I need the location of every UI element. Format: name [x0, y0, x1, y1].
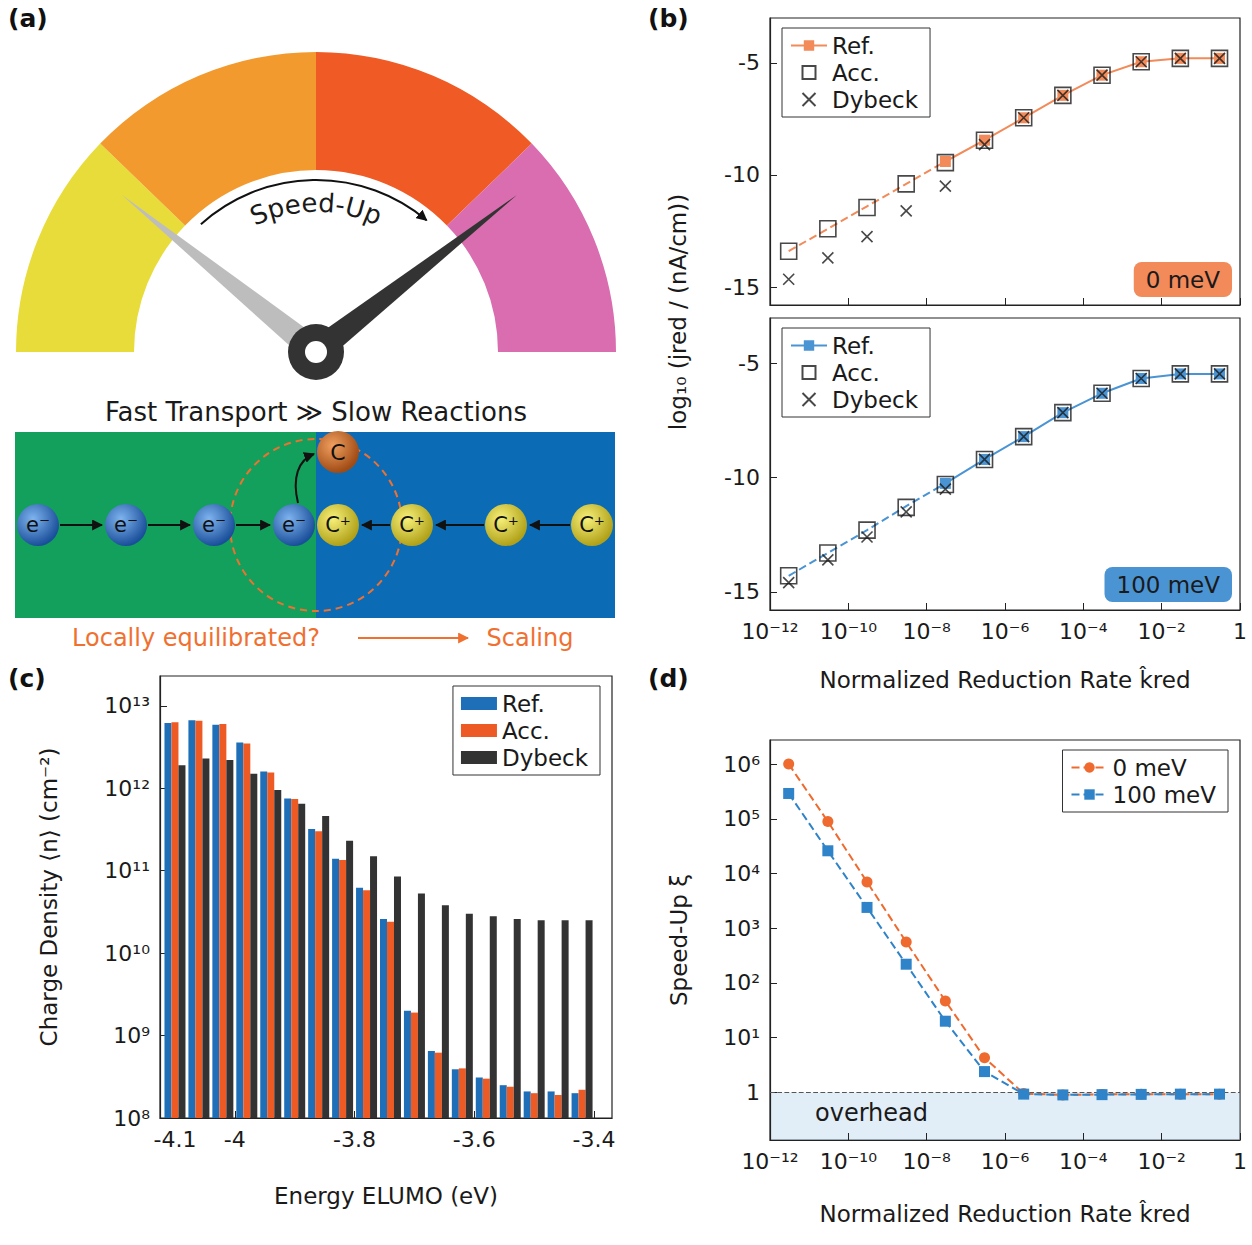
svg-text:-3.6: -3.6: [453, 1127, 496, 1152]
svg-text:Locally equilibrated?: Locally equilibrated?: [72, 624, 320, 652]
svg-text:-3.4: -3.4: [573, 1127, 616, 1152]
svg-text:10⁶: 10⁶: [723, 752, 760, 777]
svg-text:C⁺: C⁺: [579, 513, 605, 537]
svg-text:1: 1: [1233, 619, 1247, 644]
svg-text:Speed-Up ξ: Speed-Up ξ: [666, 874, 692, 1006]
svg-text:C: C: [330, 440, 345, 465]
svg-text:10³: 10³: [723, 916, 760, 941]
svg-text:Fast Transport ≫ Slow Reaction: Fast Transport ≫ Slow Reactions: [105, 397, 527, 427]
svg-text:-15: -15: [724, 275, 760, 300]
svg-text:-4: -4: [224, 1127, 246, 1152]
svg-text:10⁸: 10⁸: [113, 1106, 150, 1131]
svg-text:10⁻¹⁰: 10⁻¹⁰: [820, 1149, 877, 1174]
svg-text:Scaling: Scaling: [487, 624, 574, 652]
svg-text:10⁻⁶: 10⁻⁶: [981, 619, 1030, 644]
html-text:(d): (d): [648, 664, 689, 693]
svg-text:Speed-Up: Speed-Up: [246, 188, 387, 232]
svg-text:10⁻²: 10⁻²: [1137, 1149, 1185, 1174]
svg-text:e⁻: e⁻: [114, 513, 138, 537]
html-text:(c): (c): [8, 664, 46, 693]
svg-text:Normalized Reduction Rate k̂re: Normalized Reduction Rate k̂red: [819, 666, 1190, 692]
html-text:(b): (b): [648, 4, 689, 33]
svg-text:0 meV: 0 meV: [1146, 267, 1220, 293]
svg-text:10⁻¹²: 10⁻¹²: [741, 1149, 798, 1174]
svg-text:-5: -5: [738, 50, 760, 75]
svg-text:Acc.: Acc.: [502, 718, 550, 744]
svg-text:0 meV: 0 meV: [1113, 755, 1187, 781]
svg-text:e⁻: e⁻: [26, 513, 50, 537]
svg-text:1: 1: [746, 1080, 760, 1105]
svg-text:10¹¹: 10¹¹: [104, 858, 150, 883]
svg-text:10⁻⁸: 10⁻⁸: [902, 619, 951, 644]
svg-text:-10: -10: [724, 162, 760, 187]
svg-text:Dybeck: Dybeck: [502, 745, 589, 771]
svg-text:-4.1: -4.1: [153, 1127, 196, 1152]
svg-text:10¹³: 10¹³: [104, 693, 150, 718]
svg-text:Acc.: Acc.: [832, 60, 880, 86]
svg-text:-5: -5: [738, 351, 760, 376]
svg-text:10⁵: 10⁵: [723, 806, 760, 831]
svg-text:-10: -10: [724, 465, 760, 490]
svg-text:10⁹: 10⁹: [113, 1023, 150, 1048]
svg-text:100 meV: 100 meV: [1113, 782, 1217, 808]
svg-text:e⁻: e⁻: [282, 513, 306, 537]
svg-text:10⁻¹²: 10⁻¹²: [741, 619, 798, 644]
svg-text:10⁴: 10⁴: [723, 861, 760, 886]
html-text:log₁₀ (jred / (nA/cm)): log₁₀ (jred / (nA/cm)): [665, 193, 691, 431]
svg-text:-3.8: -3.8: [333, 1127, 376, 1152]
svg-text:Charge Density ⟨n⟩ (cm⁻²): Charge Density ⟨n⟩ (cm⁻²): [36, 748, 62, 1047]
svg-text:C⁺: C⁺: [325, 513, 351, 537]
svg-text:Dybeck: Dybeck: [832, 387, 919, 413]
svg-text:10¹⁰: 10¹⁰: [104, 941, 150, 966]
svg-text:Ref.: Ref.: [502, 691, 545, 717]
svg-text:10⁻⁴: 10⁻⁴: [1059, 619, 1108, 644]
svg-text:10¹: 10¹: [723, 1025, 760, 1050]
svg-text:e⁻: e⁻: [202, 513, 226, 537]
svg-text:Dybeck: Dybeck: [832, 87, 919, 113]
svg-text:100 meV: 100 meV: [1117, 572, 1221, 598]
svg-text:1: 1: [1233, 1149, 1247, 1174]
svg-text:Ref.: Ref.: [832, 33, 875, 59]
svg-text:Ref.: Ref.: [832, 333, 875, 359]
svg-text:10⁻⁶: 10⁻⁶: [981, 1149, 1030, 1174]
svg-text:10²: 10²: [723, 970, 760, 995]
svg-text:Normalized Reduction Rate k̂re: Normalized Reduction Rate k̂red: [819, 1200, 1190, 1226]
svg-text:C⁺: C⁺: [493, 513, 519, 537]
svg-text:10¹²: 10¹²: [104, 776, 150, 801]
svg-text:overhead: overhead: [815, 1099, 928, 1127]
html-text:(a): (a): [8, 4, 48, 33]
svg-text:Acc.: Acc.: [832, 360, 880, 386]
svg-text:Energy ELUMO (eV): Energy ELUMO (eV): [274, 1183, 498, 1209]
svg-text:C⁺: C⁺: [399, 513, 425, 537]
svg-text:10⁻²: 10⁻²: [1137, 619, 1185, 644]
svg-text:10⁻⁸: 10⁻⁸: [902, 1149, 951, 1174]
svg-text:10⁻¹⁰: 10⁻¹⁰: [820, 619, 877, 644]
svg-text:10⁻⁴: 10⁻⁴: [1059, 1149, 1108, 1174]
svg-text:-15: -15: [724, 579, 760, 604]
